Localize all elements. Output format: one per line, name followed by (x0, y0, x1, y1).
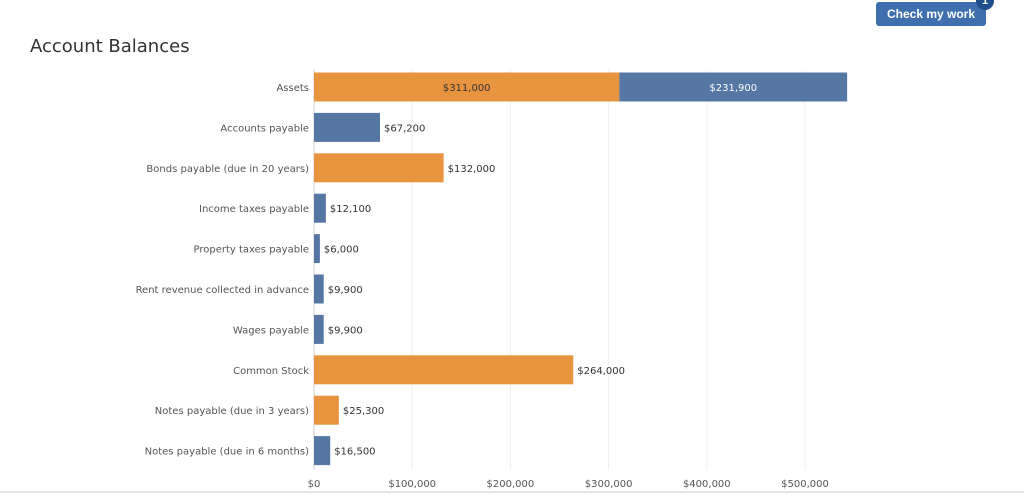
bar-segment (314, 274, 324, 304)
x-tick-label: $100,000 (388, 479, 436, 490)
bar-segment (314, 314, 324, 344)
data-label: $6,000 (324, 245, 359, 256)
category-label: Assets (276, 83, 309, 94)
attempt-count-badge: 1 (976, 0, 994, 10)
chart-title: Account Balances (30, 36, 190, 57)
category-label: Income taxes payable (199, 204, 309, 215)
bar-segment (314, 436, 331, 466)
bar-segment (619, 72, 848, 102)
bar-segment (314, 193, 326, 223)
category-label: Notes payable (due in 6 months) (145, 447, 309, 458)
x-tick-label: $200,000 (487, 479, 535, 490)
data-label: $25,300 (343, 406, 384, 417)
bar-segment (314, 72, 620, 102)
x-tick-label: $500,000 (781, 479, 829, 490)
data-label: $12,100 (330, 204, 371, 215)
category-label: Accounts payable (220, 123, 309, 134)
data-label: $231,900 (709, 83, 757, 94)
bottom-divider (0, 491, 1024, 493)
bar-segment (314, 153, 444, 183)
check-my-work-button[interactable]: Check my work (876, 2, 986, 26)
bar-segment (314, 112, 380, 142)
category-label: Wages payable (233, 325, 309, 336)
bar-segment (314, 355, 574, 385)
data-label: $16,500 (334, 447, 375, 458)
data-label: $311,000 (443, 83, 491, 94)
category-label: Notes payable (due in 3 years) (155, 406, 309, 417)
x-tick-label: $400,000 (683, 479, 731, 490)
data-label: $67,200 (384, 123, 425, 134)
data-label: $9,900 (328, 325, 363, 336)
category-label: Rent revenue collected in advance (136, 285, 309, 296)
data-label: $264,000 (577, 366, 625, 377)
x-tick-label: $300,000 (585, 479, 633, 490)
data-label: $9,900 (328, 285, 363, 296)
bar-segment (314, 395, 339, 425)
category-label: Property taxes payable (194, 245, 310, 256)
x-tick-label: $0 (308, 479, 321, 490)
data-label: $132,000 (448, 164, 496, 175)
bar-segment (314, 234, 320, 264)
category-label: Bonds payable (due in 20 years) (146, 164, 309, 175)
category-label: Common Stock (233, 366, 309, 377)
